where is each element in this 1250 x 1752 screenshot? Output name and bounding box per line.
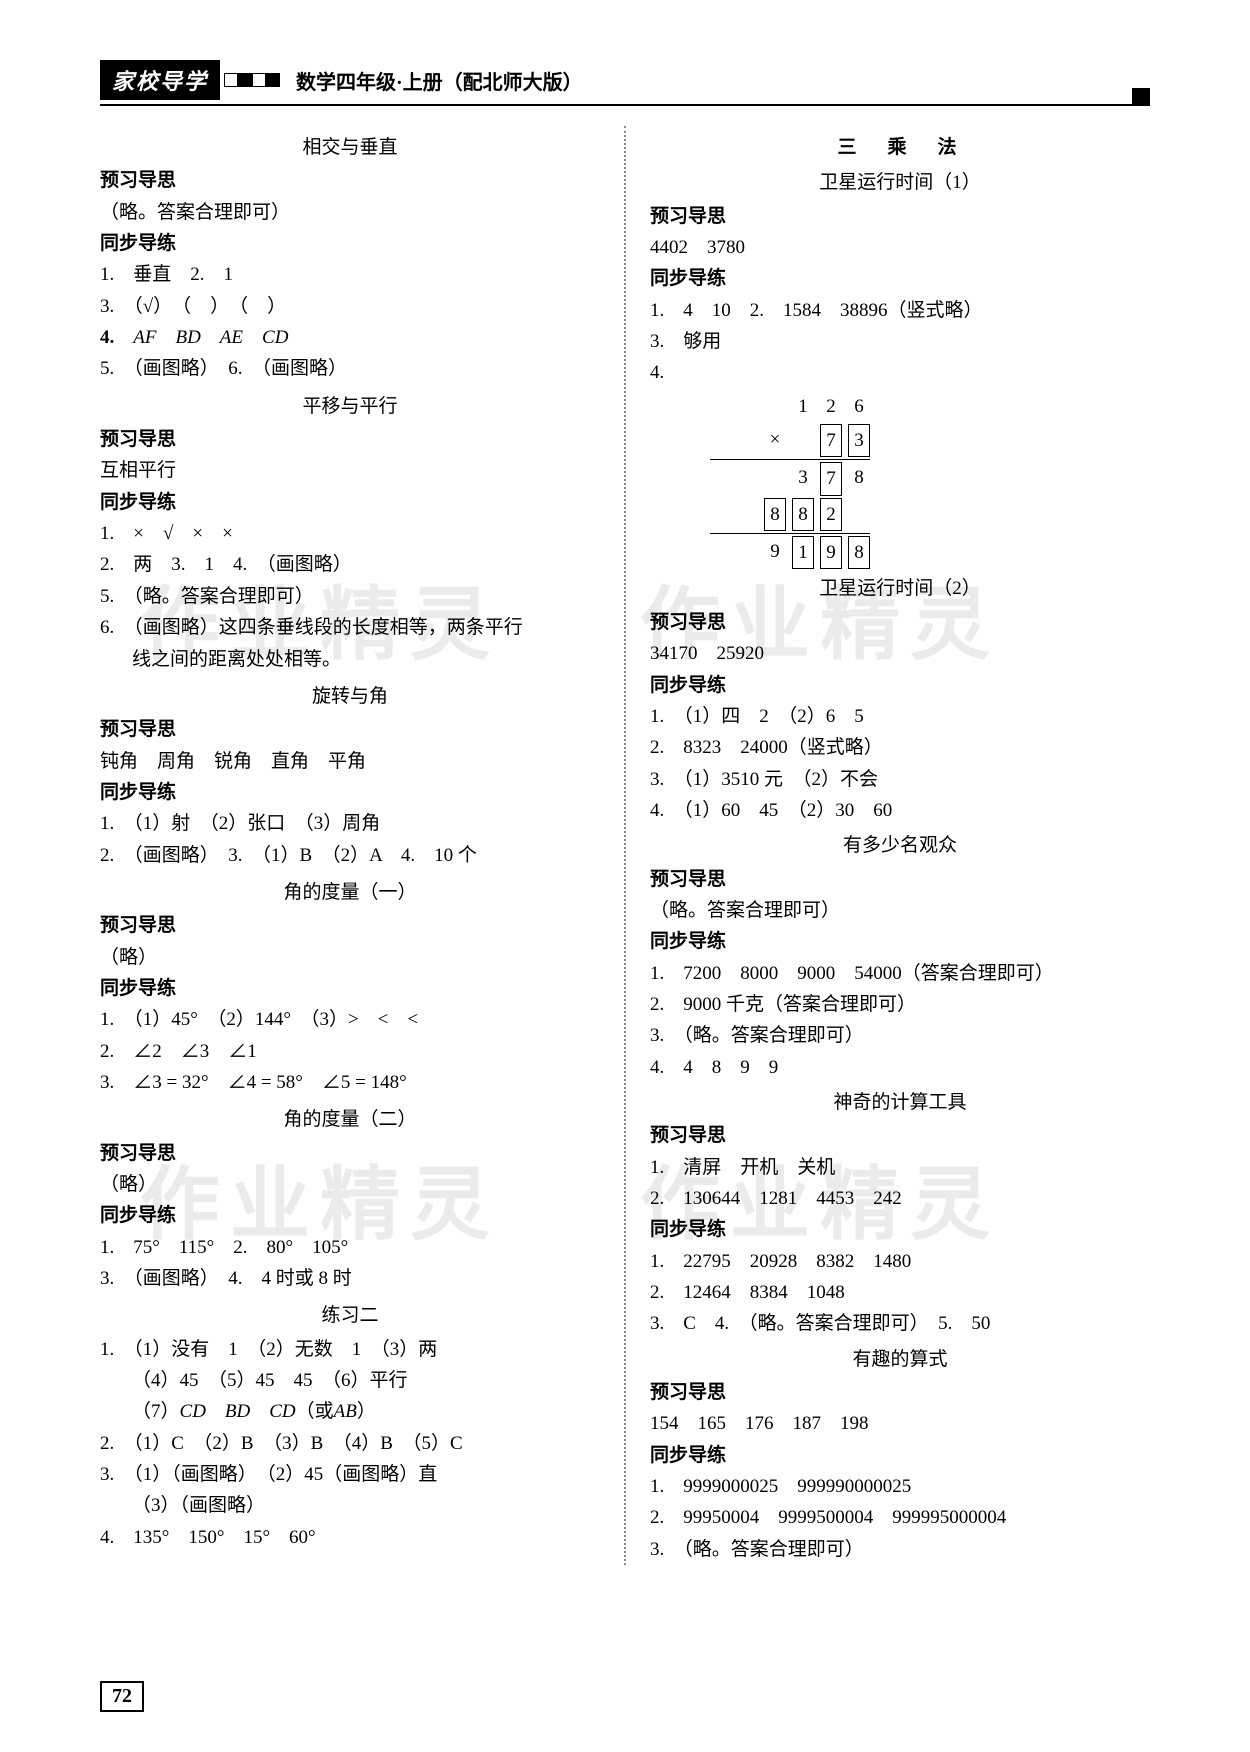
text-line: 钝角 周角 锐角 直角 平角 (100, 746, 600, 777)
heading: 同步导练 (100, 1200, 600, 1231)
heading: 同步导练 (650, 670, 1150, 701)
text-line: （略） (100, 942, 600, 973)
text-line: 2. 99950004 9999500004 999995000004 (650, 1502, 1150, 1533)
heading: 同步导练 (100, 487, 600, 518)
logo: 家校导学 (100, 60, 220, 100)
heading: 同步导练 (100, 777, 600, 808)
text-line: 3. ∠3 = 32° ∠4 = 58° ∠5 = 148° (100, 1067, 600, 1098)
text-line: （略。答案合理即可） (100, 197, 600, 228)
heading: 预习导思 (650, 1377, 1150, 1408)
text-line: 3. （略。答案合理即可） (650, 1534, 1150, 1565)
text-line: 3. （√） （ ） （ ） (100, 291, 600, 322)
vertical-calculation: 1 2 6 × 7 3 3 7 8 8 8 2 (710, 391, 1150, 570)
text-line: 3. （画图略） 4. 4 时或 8 时 (100, 1263, 600, 1294)
text-line: 1. （1）45° （2）144° （3）> < < (100, 1004, 600, 1035)
header-end-square (1132, 88, 1150, 106)
text-line: 3. 够用 (650, 326, 1150, 357)
heading: 预习导思 (100, 165, 600, 196)
text-line: （4）45 （5）45 45 （6）平行 (100, 1365, 600, 1396)
left-column: 相交与垂直 预习导思 （略。答案合理即可） 同步导练 1. 垂直 2. 1 3.… (100, 126, 600, 1565)
text-line: （略） (100, 1169, 600, 1200)
heading: 预习导思 (650, 607, 1150, 638)
text-line: 线之间的距离处处相等。 (100, 644, 600, 675)
page-number: 72 (100, 1681, 144, 1712)
section-title: 有趣的算式 (650, 1344, 1150, 1375)
heading: 预习导思 (650, 201, 1150, 232)
text-line: 1. 4 10 2. 1584 38896（竖式略） (650, 295, 1150, 326)
page-number-container: 72 (100, 1681, 144, 1712)
section-title: 相交与垂直 (100, 132, 600, 163)
text-line: 4. AF BD AE CD (100, 322, 600, 353)
text-line: 2. 12464 8384 1048 (650, 1277, 1150, 1308)
text-line: 1. （1）没有 1 （2）无数 1 （3）两 (100, 1334, 600, 1365)
text-line: 2. 8323 24000（竖式略） (650, 732, 1150, 763)
header-title: 数学四年级·上册（配北师大版） (296, 66, 583, 95)
text-line: （7）CD BD CD（或AB） (100, 1396, 600, 1427)
heading: 同步导练 (650, 1214, 1150, 1245)
page-header: 家校导学 数学四年级·上册（配北师大版） (100, 60, 1150, 106)
text-line: 6. （画图略）这四条垂线段的长度相等，两条平行 (100, 612, 600, 643)
section-title: 神奇的计算工具 (650, 1087, 1150, 1118)
text-line: 1. 75° 115° 2. 80° 105° (100, 1232, 600, 1263)
text-line: 1. × √ × × (100, 518, 600, 549)
section-title: 旋转与角 (100, 681, 600, 712)
section-title: 卫星运行时间（2） (650, 573, 1150, 604)
text-line: 3. （1）（画图略） （2）45（画图略）直 (100, 1459, 600, 1490)
text-line: 3. C 4. （略。答案合理即可） 5. 50 (650, 1308, 1150, 1339)
content-columns: 相交与垂直 预习导思 （略。答案合理即可） 同步导练 1. 垂直 2. 1 3.… (100, 126, 1150, 1565)
text-line: 5. （略。答案合理即可） (100, 581, 600, 612)
heading: 预习导思 (100, 1138, 600, 1169)
text-line: （略。答案合理即可） (650, 895, 1150, 926)
heading: 同步导练 (650, 1440, 1150, 1471)
text-line: 3. （略。答案合理即可） (650, 1020, 1150, 1051)
text-line: 2. 两 3. 1 4. （画图略） (100, 549, 600, 580)
text-line: 4402 3780 (650, 232, 1150, 263)
right-column: 三 乘 法 卫星运行时间（1） 预习导思 4402 3780 同步导练 1. 4… (650, 126, 1150, 1565)
text-line: 4. (650, 357, 1150, 388)
heading: 同步导练 (650, 926, 1150, 957)
text-line: 4. 4 8 9 9 (650, 1052, 1150, 1083)
text-line: 1. 22795 20928 8382 1480 (650, 1246, 1150, 1277)
text-line: 34170 25920 (650, 638, 1150, 669)
heading: 预习导思 (100, 714, 600, 745)
text-line: 互相平行 (100, 455, 600, 486)
heading: 同步导练 (100, 228, 600, 259)
text-line: 4. 135° 150° 15° 60° (100, 1522, 600, 1553)
text-line: 5. （画图略） 6. （画图略） (100, 353, 600, 384)
text-line: 4. （1）60 45 （2）30 60 (650, 795, 1150, 826)
text-line: 2. 130644 1281 4453 242 (650, 1183, 1150, 1214)
text-line: 154 165 176 187 198 (650, 1408, 1150, 1439)
section-title: 角的度量（二） (100, 1104, 600, 1135)
text-line: 3. （1）3510 元 （2）不会 (650, 764, 1150, 795)
heading: 同步导练 (100, 973, 600, 1004)
text-line: 1. 清屏 开机 关机 (650, 1152, 1150, 1183)
text-line: 2. ∠2 ∠3 ∠1 (100, 1036, 600, 1067)
section-title: 卫星运行时间（1） (650, 167, 1150, 198)
text-line: 1. （1）四 2 （2）6 5 (650, 701, 1150, 732)
text-line: 1. 7200 8000 9000 54000（答案合理即可） (650, 958, 1150, 989)
section-title: 平移与平行 (100, 391, 600, 422)
text-line: 2. 9000 千克（答案合理即可） (650, 989, 1150, 1020)
heading: 预习导思 (100, 910, 600, 941)
chapter-title: 三 乘 法 (650, 132, 1150, 163)
column-divider (624, 126, 626, 1565)
heading: 预习导思 (650, 1120, 1150, 1151)
heading: 预习导思 (100, 424, 600, 455)
section-title: 练习二 (100, 1300, 600, 1331)
text-line: （3）（画图略） (100, 1490, 600, 1521)
section-title: 角的度量（一） (100, 877, 600, 908)
heading: 同步导练 (650, 263, 1150, 294)
section-title: 有多少名观众 (650, 830, 1150, 861)
header-decoration (224, 73, 280, 87)
text-line: 2. （1）C （2）B （3）B （4）B （5）C (100, 1428, 600, 1459)
text-line: 1. （1）射 （2）张口 （3）周角 (100, 808, 600, 839)
text-line: 1. 9999000025 999990000025 (650, 1471, 1150, 1502)
heading: 预习导思 (650, 864, 1150, 895)
text-line: 2. （画图略） 3. （1）B （2）A 4. 10 个 (100, 840, 600, 871)
text-line: 1. 垂直 2. 1 (100, 259, 600, 290)
